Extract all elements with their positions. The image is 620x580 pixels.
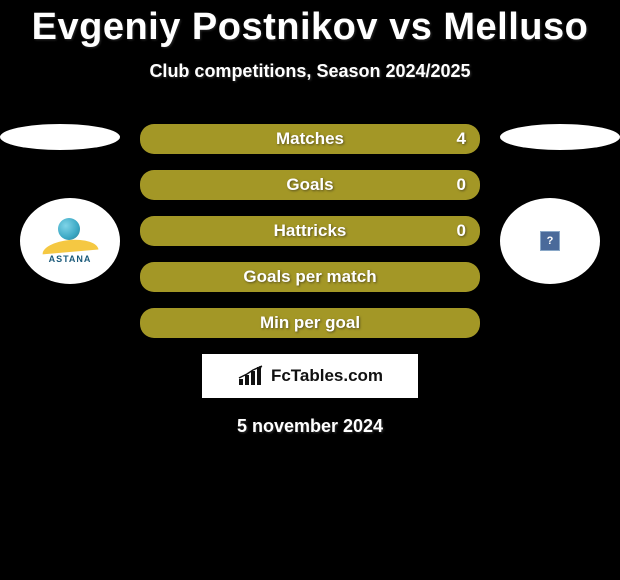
stat-row-hattricks: Hattricks 0 — [140, 216, 480, 246]
stat-row-matches: Matches 4 — [140, 124, 480, 154]
brand-text: FcTables.com — [271, 366, 383, 386]
stat-row-goals: Goals 0 — [140, 170, 480, 200]
stat-label: Goals — [286, 175, 333, 195]
stat-label: Goals per match — [243, 267, 376, 287]
snapshot-date: 5 november 2024 — [0, 416, 620, 437]
astana-logo-text: ASTANA — [36, 254, 104, 264]
stat-value-right: 0 — [457, 221, 466, 241]
stat-label: Min per goal — [260, 313, 360, 333]
club-left-badge: ASTANA — [20, 198, 120, 284]
brand-badge[interactable]: FcTables.com — [202, 354, 418, 398]
page-subtitle: Club competitions, Season 2024/2025 — [0, 61, 620, 82]
unknown-club-icon: ? — [540, 231, 560, 251]
player-right-avatar-oval — [500, 124, 620, 150]
comparison-content: ASTANA ? Matches 4 Goals 0 Hattricks 0 G… — [0, 124, 620, 437]
stats-table: Matches 4 Goals 0 Hattricks 0 Goals per … — [140, 124, 480, 338]
club-right-badge: ? — [500, 198, 600, 284]
stat-value-right: 0 — [457, 175, 466, 195]
stat-value-right: 4 — [457, 129, 466, 149]
stat-row-goals-per-match: Goals per match — [140, 262, 480, 292]
stat-label: Matches — [276, 129, 344, 149]
stat-label: Hattricks — [274, 221, 347, 241]
stat-row-min-per-goal: Min per goal — [140, 308, 480, 338]
astana-swoosh-icon — [42, 238, 99, 255]
page-title: Evgeniy Postnikov vs Melluso — [0, 0, 620, 49]
bars-chart-icon — [237, 365, 265, 387]
astana-ball-icon — [58, 218, 80, 240]
astana-logo: ASTANA — [36, 218, 104, 264]
player-left-avatar-oval — [0, 124, 120, 150]
